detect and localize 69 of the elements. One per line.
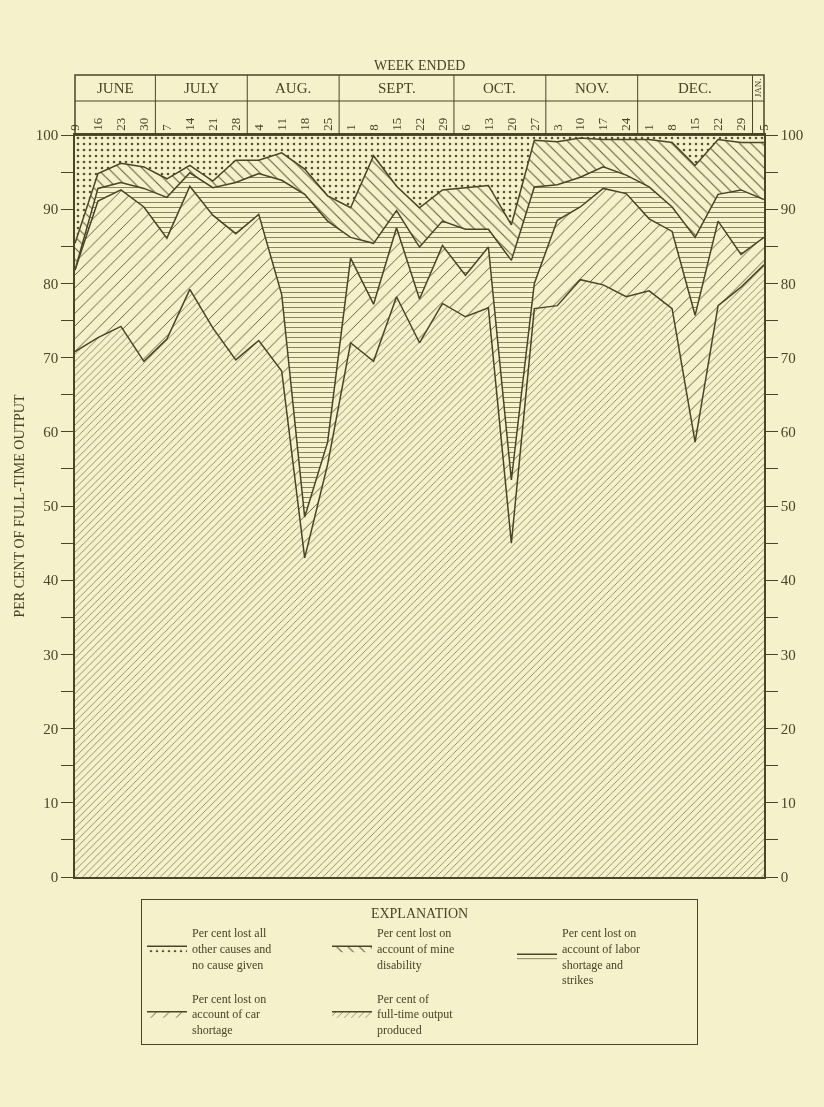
x-tick-label: 23 (113, 117, 129, 131)
x-tick-label: 29 (434, 117, 450, 131)
text: JUNE (97, 80, 134, 96)
x-tick-label: 5 (756, 124, 772, 131)
x-tick-label: 7 (159, 123, 175, 131)
text: JULY (184, 80, 220, 96)
y2-tick-label: 50 (780, 498, 796, 515)
x-tick-label: 13 (480, 117, 496, 131)
text: DEC. (678, 80, 712, 96)
x-tick-label: 14 (182, 117, 198, 131)
x-tick-label: 28 (228, 117, 243, 131)
x-tick-label: 17 (595, 117, 611, 131)
text: AUG. (275, 80, 312, 96)
x-axis-title: WEEK ENDED (374, 58, 466, 73)
x-tick-label: 29 (733, 117, 749, 131)
x-tick-label: 15 (388, 117, 404, 131)
y2-tick-label: 70 (780, 349, 796, 366)
y-axis-title: PER CENT OF FULL-TIME OUTPUT (11, 394, 27, 618)
y2-tick-label: 80 (780, 275, 796, 292)
x-tick-label: 16 (90, 117, 106, 131)
x-tick-label: 8 (664, 124, 680, 131)
legend-label: Per cent lost on account of mine disability (377, 926, 455, 972)
y2-tick-label: 10 (780, 795, 796, 812)
x-tick-label: 22 (411, 117, 427, 131)
x-tick-label: 27 (526, 117, 542, 131)
y-tick-label: 40 (43, 572, 59, 589)
x-tick-label: 3 (549, 124, 565, 131)
x-tick-label: 11 (273, 118, 289, 131)
y-tick-label: 30 (43, 646, 59, 663)
x-tick-label: 20 (503, 117, 519, 131)
legend-label: Per cent lost all other causes and no cause given (192, 926, 272, 972)
x-tick-label: 6 (457, 123, 473, 131)
x-tick-label: 24 (618, 117, 634, 131)
y-tick-label: 70 (43, 349, 59, 366)
y2-tick-label: 40 (780, 572, 796, 589)
x-tick-label: 18 (296, 117, 312, 131)
y-tick-label: 10 (43, 795, 59, 812)
legend-title: EXPLANATION (370, 906, 469, 922)
y2-tick-label: 100 (780, 127, 804, 144)
legend-label: Per cent of full-time output produced (377, 991, 454, 1038)
legend-label: Per cent lost on account of labor shortage and strikes (562, 926, 640, 988)
text: NOV. (575, 80, 610, 96)
x-tick-label: 22 (710, 117, 726, 131)
y2-tick-label: 0 (780, 869, 789, 886)
x-tick-label: 4 (250, 123, 266, 131)
y-tick-label: 80 (43, 275, 59, 292)
y-tick-label: 90 (43, 201, 59, 218)
y2-tick-label: 60 (780, 424, 796, 441)
x-tick-label: 8 (365, 124, 381, 131)
x-tick-label: 25 (319, 117, 335, 131)
y2-tick-label: 30 (780, 646, 796, 663)
x-tick-label: 1 (641, 124, 657, 131)
y-tick-label: 50 (43, 498, 59, 515)
y2-tick-label: 90 (780, 201, 796, 218)
y-tick-label: 20 (43, 720, 59, 737)
x-tick-label: 30 (136, 117, 152, 131)
x-tick-label: 15 (687, 117, 703, 131)
y-tick-label: 60 (43, 424, 59, 441)
x-tick-label: 1 (342, 124, 358, 131)
legend-label: Per cent lost on account of car shortage (192, 991, 267, 1038)
y-tick-label: 100 (35, 127, 59, 144)
text: OCT. (483, 80, 516, 96)
x-tick-label: 21 (205, 117, 221, 131)
text: SEPT. (378, 80, 416, 96)
y2-tick-label: 20 (780, 720, 796, 737)
x-tick-label: 9 (67, 124, 83, 131)
text: JAN. (753, 78, 764, 98)
x-tick-label: 10 (572, 117, 588, 131)
y-tick-label: 0 (50, 869, 59, 886)
